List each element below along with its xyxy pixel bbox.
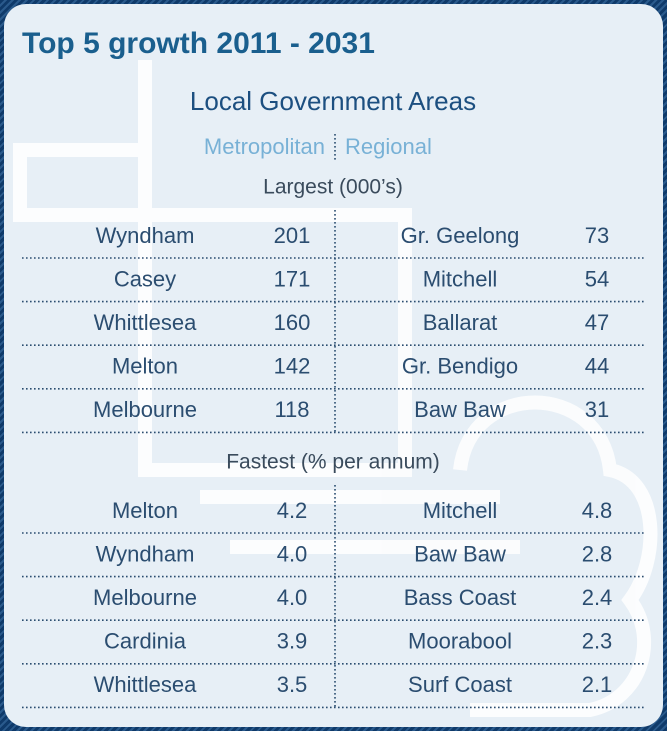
metro-lga: Wyndham: [96, 541, 195, 566]
regional-value: 2.4: [582, 585, 613, 610]
metro-lga: Cardinia: [104, 629, 187, 654]
regional-lga: Baw Baw: [414, 397, 506, 422]
regional-lga: Mitchell: [423, 266, 498, 291]
regional-value: 4.8: [582, 498, 613, 523]
metro-lga: Melton: [112, 498, 178, 523]
column-header: Regional: [345, 134, 432, 159]
regional-lga: Ballarat: [423, 310, 498, 335]
regional-lga: Baw Baw: [414, 541, 506, 566]
section-heading: Fastest (% per annum): [226, 451, 440, 474]
subtitle: Local Government Areas: [190, 86, 476, 116]
metro-value: 142: [274, 354, 311, 379]
metro-lga: Melbourne: [93, 585, 197, 610]
regional-lga: Gr. Geelong: [401, 223, 520, 248]
regional-lga: Gr. Bendigo: [402, 354, 518, 379]
metro-value: 171: [274, 266, 311, 291]
regional-lga: Surf Coast: [408, 672, 512, 697]
regional-value: 2.8: [582, 541, 613, 566]
column-header: Metropolitan: [204, 134, 325, 159]
metro-value: 4.0: [277, 585, 308, 610]
title: Top 5 growth 2011 - 2031: [22, 27, 375, 60]
metro-lga: Melbourne: [93, 397, 197, 422]
map-outline: [13, 60, 658, 717]
regional-value: 2.1: [582, 672, 613, 697]
regional-value: 54: [585, 266, 609, 291]
metro-value: 118: [274, 397, 309, 422]
regional-lga: Moorabool: [408, 629, 512, 654]
regional-lga: Mitchell: [423, 498, 498, 523]
regional-value: 73: [585, 223, 609, 248]
metro-value: 201: [274, 223, 311, 248]
metro-lga: Whittlesea: [94, 310, 197, 335]
metro-value: 4.2: [277, 498, 308, 523]
regional-value: 31: [585, 397, 609, 422]
metro-value: 4.0: [277, 541, 308, 566]
metro-lga: Wyndham: [96, 223, 195, 248]
metro-lga: Whittlesea: [94, 672, 197, 697]
regional-value: 47: [585, 310, 609, 335]
metro-value: 160: [274, 310, 311, 335]
regional-lga: Bass Coast: [404, 585, 517, 610]
section-heading: Largest (000’s): [263, 176, 403, 199]
metro-value: 3.9: [277, 629, 308, 654]
regional-value: 2.3: [582, 629, 613, 654]
regional-value: 44: [585, 354, 609, 379]
metro-value: 3.5: [277, 672, 308, 697]
metro-lga: Casey: [114, 266, 176, 291]
metro-lga: Melton: [112, 354, 178, 379]
